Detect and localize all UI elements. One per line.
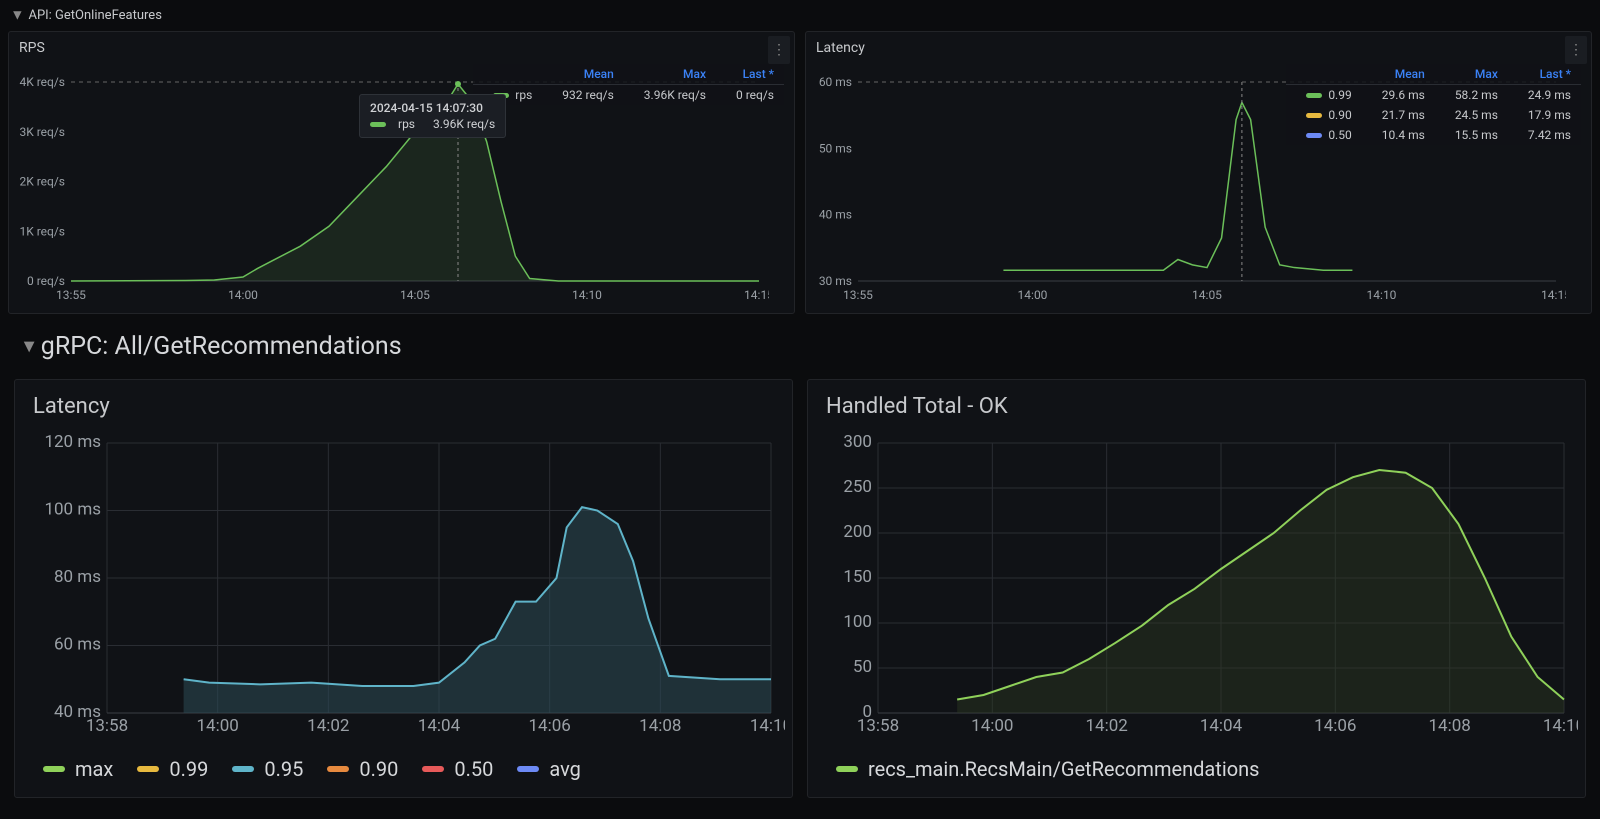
svg-text:150: 150 — [843, 567, 872, 587]
svg-text:4K req/s: 4K req/s — [19, 75, 65, 89]
latency-chart[interactable]: MeanMaxLast *0.9929.6 ms58.2 ms24.9 ms0.… — [806, 64, 1591, 313]
legend-item[interactable]: avg — [517, 757, 581, 781]
svg-text:14:15: 14:15 — [744, 288, 769, 302]
svg-text:0 req/s: 0 req/s — [27, 274, 65, 288]
section-header-grpc[interactable]: ▶ gRPC: All/GetRecommendations — [0, 314, 1600, 379]
svg-text:14:00: 14:00 — [196, 716, 238, 736]
svg-text:14:10: 14:10 — [572, 288, 602, 302]
svg-text:14:06: 14:06 — [1314, 716, 1356, 736]
svg-text:13:55: 13:55 — [56, 288, 86, 302]
svg-text:30 ms: 30 ms — [819, 274, 852, 288]
svg-text:14:04: 14:04 — [418, 716, 461, 736]
svg-text:50: 50 — [853, 657, 872, 677]
grpc-latency-chart[interactable]: 40 ms60 ms80 ms100 ms120 ms13:5814:0014:… — [15, 433, 792, 747]
svg-text:100 ms: 100 ms — [44, 500, 101, 520]
svg-text:14:08: 14:08 — [639, 716, 681, 736]
svg-text:14:02: 14:02 — [1085, 716, 1127, 736]
svg-text:13:58: 13:58 — [857, 716, 899, 736]
svg-text:14:10: 14:10 — [1543, 716, 1578, 736]
svg-text:60 ms: 60 ms — [54, 635, 101, 655]
svg-text:14:04: 14:04 — [1200, 716, 1243, 736]
legend-item[interactable]: 0.95 — [232, 757, 303, 781]
svg-text:14:10: 14:10 — [750, 716, 785, 736]
svg-text:2K req/s: 2K req/s — [19, 175, 65, 189]
panel-title: RPS — [9, 32, 794, 64]
chevron-down-icon: ▶ — [21, 341, 37, 352]
panel-rps: RPS ⋮ MeanMaxLast *rps932 req/s3.96K req… — [8, 31, 795, 314]
svg-text:14:10: 14:10 — [1367, 288, 1397, 302]
svg-text:14:15: 14:15 — [1541, 288, 1566, 302]
svg-text:14:06: 14:06 — [528, 716, 570, 736]
rps-chart[interactable]: MeanMaxLast *rps932 req/s3.96K req/s0 re… — [9, 64, 794, 313]
svg-text:1K req/s: 1K req/s — [19, 224, 65, 238]
svg-text:40 ms: 40 ms — [819, 208, 852, 222]
svg-text:300: 300 — [843, 433, 872, 452]
svg-text:14:00: 14:00 — [228, 288, 258, 302]
svg-text:80 ms: 80 ms — [54, 567, 101, 587]
rps-legend: MeanMaxLast *rps932 req/s3.96K req/s0 re… — [473, 64, 784, 105]
legend-item[interactable]: 0.90 — [327, 757, 398, 781]
svg-text:60 ms: 60 ms — [819, 75, 852, 89]
panel-title: Handled Total - OK — [808, 380, 1585, 433]
svg-text:14:05: 14:05 — [1192, 288, 1222, 302]
panel-title: Latency — [806, 32, 1591, 64]
svg-text:14:05: 14:05 — [400, 288, 430, 302]
section-header-api[interactable]: ▶ API: GetOnlineFeatures — [0, 0, 1600, 31]
panel-latency-small: Latency ⋮ MeanMaxLast *0.9929.6 ms58.2 m… — [805, 31, 1592, 314]
grpc-handled-chart[interactable]: 05010015020025030013:5814:0014:0214:0414… — [808, 433, 1585, 747]
legend-item[interactable]: 0.50 — [422, 757, 493, 781]
legend-item[interactable]: 0.99 — [137, 757, 208, 781]
section-title: API: GetOnlineFeatures — [28, 8, 161, 23]
svg-text:14:02: 14:02 — [307, 716, 349, 736]
chevron-down-icon: ▶ — [12, 11, 25, 19]
svg-text:120 ms: 120 ms — [44, 433, 101, 452]
svg-text:14:00: 14:00 — [971, 716, 1013, 736]
panel-grpc-handled: Handled Total - OK 05010015020025030013:… — [807, 379, 1586, 798]
legend-item[interactable]: max — [43, 757, 113, 781]
legend-item[interactable]: recs_main.RecsMain/GetRecommendations — [836, 757, 1259, 781]
latency-legend: MeanMaxLast *0.9929.6 ms58.2 ms24.9 ms0.… — [1286, 64, 1581, 145]
grpc-handled-legend: recs_main.RecsMain/GetRecommendations — [808, 747, 1585, 797]
panel-menu-button[interactable]: ⋮ — [768, 36, 790, 64]
panel-grpc-latency: Latency 40 ms60 ms80 ms100 ms120 ms13:58… — [14, 379, 793, 798]
section-title: gRPC: All/GetRecommendations — [41, 332, 402, 361]
svg-text:100: 100 — [843, 612, 872, 632]
svg-text:50 ms: 50 ms — [819, 141, 852, 155]
svg-text:14:08: 14:08 — [1428, 716, 1470, 736]
svg-text:13:58: 13:58 — [86, 716, 128, 736]
panel-menu-button[interactable]: ⋮ — [1565, 36, 1587, 64]
svg-text:250: 250 — [843, 477, 872, 497]
svg-text:3K req/s: 3K req/s — [19, 125, 65, 139]
rps-tooltip: 2024-04-15 14:07:30rps3.96K req/s — [359, 94, 506, 138]
svg-text:200: 200 — [843, 522, 872, 542]
panel-title: Latency — [15, 380, 792, 433]
svg-text:13:55: 13:55 — [843, 288, 873, 302]
grpc-latency-legend: max 0.99 0.95 0.90 0.50 avg — [15, 747, 792, 797]
svg-text:14:00: 14:00 — [1018, 288, 1048, 302]
